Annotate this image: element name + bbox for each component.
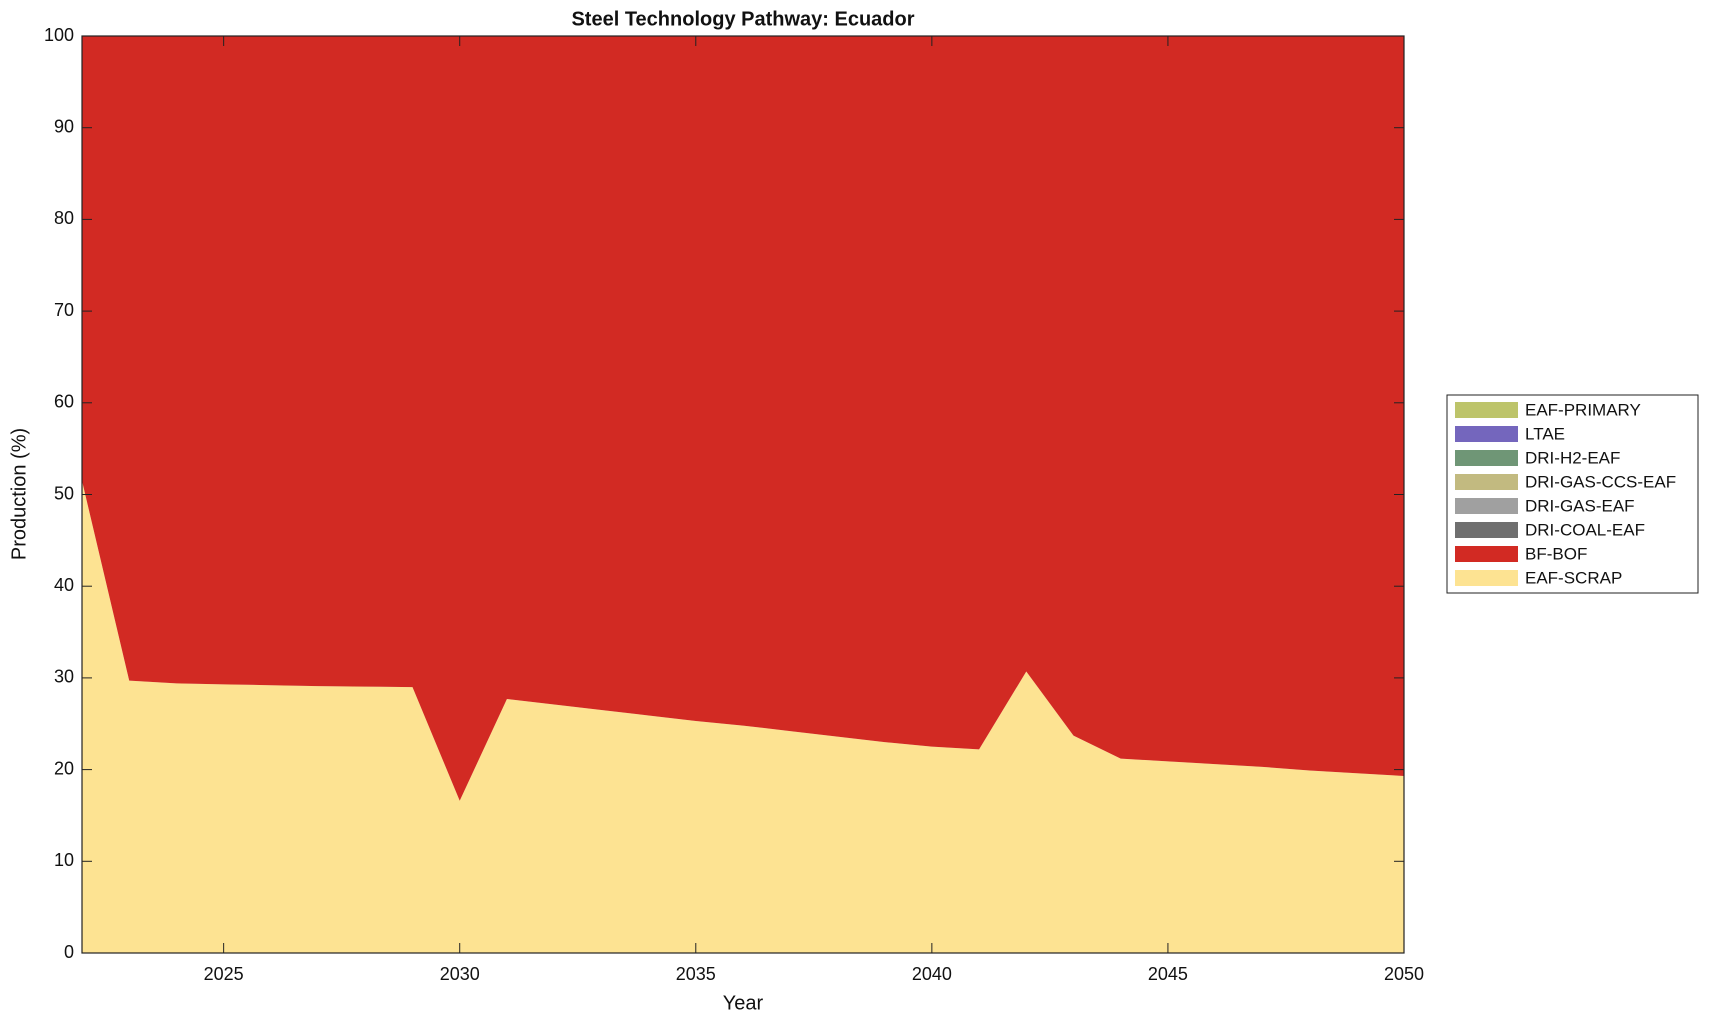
legend-label: DRI-GAS-EAF	[1525, 496, 1635, 515]
x-tick-label: 2045	[1148, 964, 1188, 984]
legend-label: LTAE	[1525, 424, 1565, 443]
y-tick-label: 70	[54, 300, 74, 320]
y-tick-label: 30	[54, 667, 74, 687]
area	[82, 480, 1404, 953]
legend-label: EAF-PRIMARY	[1525, 400, 1641, 419]
x-tick-label: 2040	[912, 964, 952, 984]
y-axis-label: Production (%)	[8, 428, 30, 560]
y-tick-label: 40	[54, 575, 74, 595]
legend-label: DRI-GAS-CCS-EAF	[1525, 472, 1676, 491]
legend-swatch	[1455, 426, 1518, 442]
legend-swatch	[1455, 402, 1518, 418]
legend-swatch	[1455, 450, 1518, 466]
y-tick-label: 80	[54, 208, 74, 228]
x-tick-label: 2030	[440, 964, 480, 984]
legend-label: BF-BOF	[1525, 544, 1587, 563]
x-tick-label: 2025	[204, 964, 244, 984]
y-tick-label: 10	[54, 850, 74, 870]
x-tick-label: 2035	[676, 964, 716, 984]
y-tick-label: 50	[54, 483, 74, 503]
legend-swatch	[1455, 522, 1518, 538]
x-tick-label: 2050	[1384, 964, 1424, 984]
y-tick-label: 20	[54, 758, 74, 778]
legend-label: EAF-SCRAP	[1525, 568, 1622, 587]
x-axis-label: Year	[723, 992, 764, 1014]
y-tick-label: 90	[54, 116, 74, 136]
chart-title: Steel Technology Pathway: Ecuador	[571, 8, 914, 30]
legend-swatch	[1455, 570, 1518, 586]
legend-swatch	[1455, 498, 1518, 514]
legend-swatch	[1455, 546, 1518, 562]
area	[82, 36, 1404, 801]
y-tick-label: 100	[44, 25, 74, 45]
legend-label: DRI-COAL-EAF	[1525, 520, 1645, 539]
legend-label: DRI-H2-EAF	[1525, 448, 1620, 467]
y-tick-label: 60	[54, 392, 74, 412]
y-tick-label: 0	[64, 942, 74, 962]
legend-swatch	[1455, 474, 1518, 490]
